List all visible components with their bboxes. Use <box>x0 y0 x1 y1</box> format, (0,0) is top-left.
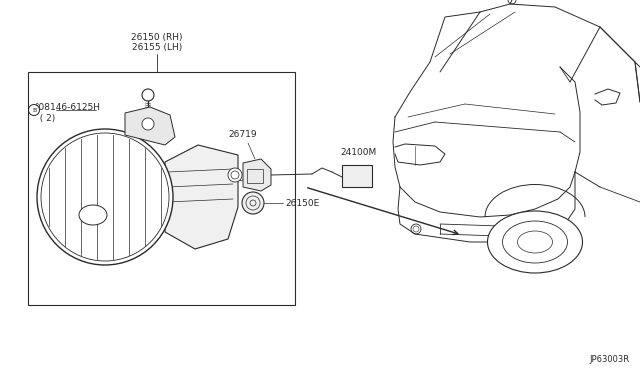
Bar <box>247 169 263 183</box>
Polygon shape <box>125 107 175 145</box>
Text: °08146-6125H
  ( 2): °08146-6125H ( 2) <box>34 103 100 123</box>
Text: JP63003R: JP63003R <box>590 355 630 364</box>
Circle shape <box>142 89 154 101</box>
Circle shape <box>142 118 154 130</box>
Circle shape <box>37 129 173 265</box>
Polygon shape <box>165 145 238 249</box>
Bar <box>342 165 372 187</box>
Ellipse shape <box>488 211 582 273</box>
Ellipse shape <box>79 205 107 225</box>
Polygon shape <box>243 159 271 191</box>
Bar <box>28 72 295 305</box>
Text: 26150 (RH)
26155 (LH): 26150 (RH) 26155 (LH) <box>131 33 183 52</box>
Text: B: B <box>32 108 36 112</box>
Text: 26719: 26719 <box>228 130 257 139</box>
Text: 24100M: 24100M <box>340 148 376 157</box>
Circle shape <box>242 192 264 214</box>
Text: 26150E: 26150E <box>285 199 319 208</box>
Circle shape <box>228 168 242 182</box>
